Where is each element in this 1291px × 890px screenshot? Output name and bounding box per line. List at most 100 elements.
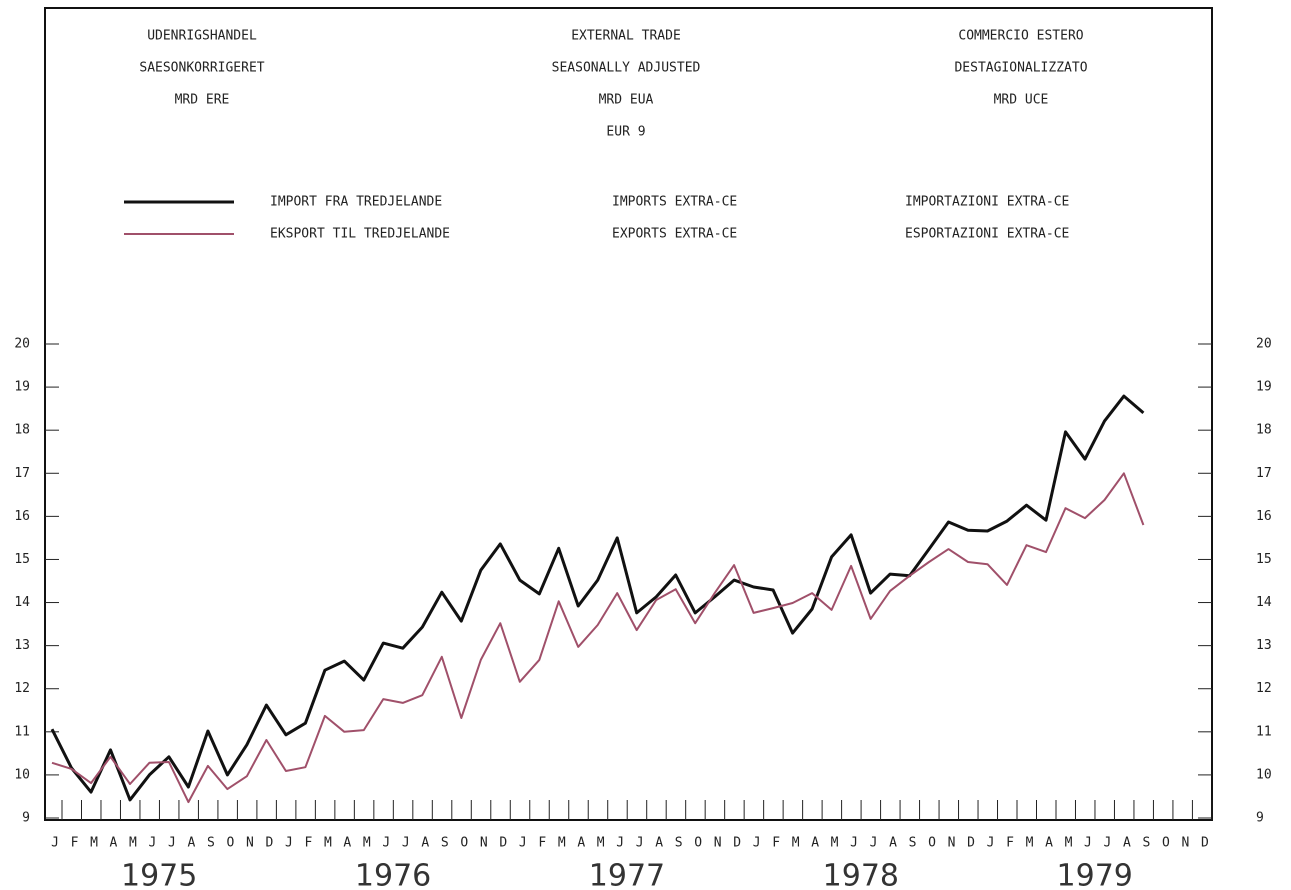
x-tick-label: A [421, 836, 429, 851]
x-tick-label: O [460, 836, 468, 851]
x-tick-label: S [1143, 836, 1151, 851]
y-tick-label: 10 [14, 767, 30, 782]
x-tick-label: M [831, 836, 839, 851]
y2-tick-label: 10 [1256, 767, 1272, 782]
x-tick-label: N [948, 836, 956, 851]
x-tick-label: A [577, 836, 585, 851]
x-tick-label: A [188, 836, 196, 851]
title-line: EUR 9 [606, 125, 645, 140]
x-tick-label: J [402, 836, 410, 851]
x-tick-label: A [889, 836, 897, 851]
y-tick-label: 18 [14, 423, 30, 438]
title-line: SAESONKORRIGERET [139, 61, 264, 76]
x-tick-label: J [1104, 836, 1112, 851]
x-tick-label: M [363, 836, 371, 851]
x-tick-label: F [304, 836, 312, 851]
x-tick-label: J [285, 836, 293, 851]
y2-tick-label: 19 [1256, 380, 1272, 395]
year-label: 1979 [1057, 859, 1133, 890]
x-tick-label: J [168, 836, 176, 851]
title-line: COMMERCIO ESTERO [958, 29, 1083, 44]
x-tick-label: O [694, 836, 702, 851]
title-line: MRD ERE [175, 93, 230, 108]
x-tick-label: M [1065, 836, 1073, 851]
x-tick-label: N [1182, 836, 1190, 851]
y-tick-label: 15 [14, 552, 30, 567]
x-tick-label: S [675, 836, 683, 851]
y-tick-label: 20 [14, 337, 30, 352]
x-tick-label: D [733, 836, 741, 851]
x-tick-label: N [246, 836, 254, 851]
x-tick-label: J [519, 836, 527, 851]
y-tick-label: 9 [22, 811, 30, 826]
x-tick-label: D [265, 836, 273, 851]
x-tick-label: J [987, 836, 995, 851]
x-tick-label: D [967, 836, 975, 851]
x-tick-label: F [1006, 836, 1014, 851]
x-tick-label: N [480, 836, 488, 851]
title-line: EXTERNAL TRADE [571, 29, 681, 44]
x-tick-label: J [382, 836, 390, 851]
x-tick-label: M [558, 836, 566, 851]
x-tick-label: F [71, 836, 79, 851]
y2-tick-label: 9 [1256, 811, 1264, 826]
year-label: 1978 [823, 859, 899, 890]
title-line: SEASONALLY ADJUSTED [552, 61, 701, 76]
x-tick-label: J [1084, 836, 1092, 851]
x-tick-label: F [538, 836, 546, 851]
y-tick-label: 17 [14, 466, 30, 481]
x-tick-label: S [441, 836, 449, 851]
year-label: 1975 [121, 859, 197, 890]
x-tick-label: M [90, 836, 98, 851]
x-tick-label: A [1045, 836, 1053, 851]
x-tick-label: J [149, 836, 157, 851]
x-tick-label: A [343, 836, 351, 851]
x-tick-label: D [499, 836, 507, 851]
title-line: MRD UCE [994, 93, 1049, 108]
y-tick-label: 14 [14, 595, 30, 610]
x-tick-label: A [811, 836, 819, 851]
legend-label: IMPORT FRA TREDJELANDE [270, 195, 442, 210]
y2-tick-label: 20 [1256, 337, 1272, 352]
x-tick-label: M [792, 836, 800, 851]
x-tick-label: A [655, 836, 663, 851]
x-tick-label: M [129, 836, 137, 851]
title-line: UDENRIGSHANDEL [147, 29, 257, 44]
y-tick-label: 13 [14, 638, 30, 653]
x-tick-label: M [597, 836, 605, 851]
plot-frame [44, 7, 1213, 821]
x-tick-label: A [110, 836, 118, 851]
title-line: MRD EUA [599, 93, 654, 108]
y2-tick-label: 11 [1256, 724, 1272, 739]
x-tick-label: J [616, 836, 624, 851]
x-tick-label: M [1026, 836, 1034, 851]
x-tick-label: O [928, 836, 936, 851]
y2-tick-label: 15 [1256, 552, 1272, 567]
x-tick-label: D [1201, 836, 1209, 851]
year-label: 1977 [589, 859, 665, 890]
y-tick-label: 11 [14, 724, 30, 739]
x-tick-label: J [870, 836, 878, 851]
y-tick-label: 12 [14, 681, 30, 696]
y2-tick-label: 18 [1256, 423, 1272, 438]
legend-label: IMPORTAZIONI EXTRA-CE [905, 195, 1069, 210]
legend-label: ESPORTAZIONI EXTRA-CE [905, 227, 1069, 242]
title-line: DESTAGIONALIZZATO [954, 61, 1087, 76]
series-line [50, 394, 1145, 802]
x-tick-label: N [714, 836, 722, 851]
year-label: 1976 [355, 859, 431, 890]
y2-tick-label: 17 [1256, 466, 1272, 481]
y-tick-label: 19 [14, 380, 30, 395]
y2-tick-label: 13 [1256, 638, 1272, 653]
y2-tick-label: 12 [1256, 681, 1272, 696]
series-line [51, 472, 1145, 804]
x-tick-label: A [1123, 836, 1131, 851]
y2-tick-label: 14 [1256, 595, 1272, 610]
x-tick-label: M [324, 836, 332, 851]
y-tick-label: 16 [14, 509, 30, 524]
x-tick-label: J [850, 836, 858, 851]
x-tick-label: J [753, 836, 761, 851]
legend-label: EKSPORT TIL TREDJELANDE [270, 227, 450, 242]
x-tick-label: S [909, 836, 917, 851]
